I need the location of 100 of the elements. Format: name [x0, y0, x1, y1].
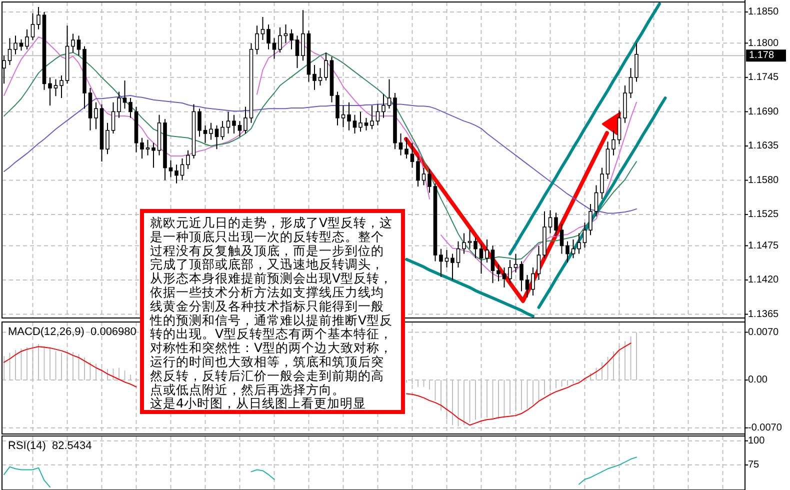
candlestick — [490, 245, 495, 284]
candlestick — [14, 35, 18, 55]
candlestick — [571, 238, 576, 259]
candlestick — [111, 102, 116, 134]
candlestick — [404, 137, 408, 159]
candlestick — [312, 64, 316, 90]
ref-line-label: 1.178 — [749, 50, 774, 62]
candlestick — [128, 97, 132, 118]
candlestick — [336, 91, 340, 126]
candlestick — [548, 210, 552, 234]
candlestick — [94, 102, 98, 130]
candlestick — [318, 68, 322, 86]
candlestick — [146, 139, 150, 156]
candlestick — [186, 150, 190, 170]
candlestick — [180, 158, 184, 181]
candlestick — [76, 35, 81, 56]
candlestick — [140, 137, 144, 159]
candlestick — [560, 223, 564, 254]
y-tick-label: 1.1420 — [748, 274, 780, 286]
y-tick-label: 1.1850 — [748, 6, 780, 18]
candlestick — [352, 114, 357, 134]
annotation: 这是4小时图，从日线图上看更加明显 — [150, 396, 366, 411]
candlestick — [60, 75, 64, 98]
candlestick — [456, 240, 460, 268]
candlestick — [462, 232, 466, 254]
candlestick — [220, 120, 224, 140]
candlestick — [410, 142, 414, 168]
candlestick — [347, 102, 351, 131]
candlestick — [514, 253, 518, 273]
candlestick — [106, 122, 110, 155]
candlestick — [566, 240, 570, 264]
candlestick — [255, 25, 259, 55]
candlestick — [272, 38, 276, 60]
candlestick — [209, 122, 213, 140]
candlestick — [364, 117, 368, 131]
y-tick-label: 1.1580 — [748, 174, 780, 186]
chart-title: MACD(12,26,9) 0.006980 — [8, 326, 136, 338]
candlestick — [634, 42, 638, 82]
y-tick-label: 100 — [748, 435, 766, 446]
candlestick — [376, 104, 380, 126]
candlestick — [358, 111, 362, 132]
candlestick — [122, 80, 127, 110]
candlestick — [54, 78, 58, 97]
candlestick — [531, 267, 535, 296]
candlestick — [600, 167, 604, 200]
y-tick-label: 1.1690 — [748, 106, 780, 118]
candlestick — [341, 104, 346, 128]
candlestick — [266, 24, 270, 50]
line-series — [508, 2, 661, 256]
y-tick-label: 1.1475 — [748, 240, 780, 252]
candlestick — [582, 222, 587, 248]
candlestick — [290, 28, 294, 50]
candlestick — [198, 108, 202, 138]
candlestick — [588, 203, 592, 236]
candlestick — [226, 111, 230, 134]
candlestick — [525, 274, 530, 298]
candlestick — [30, 12, 35, 41]
candlestick — [301, 10, 305, 62]
candlestick — [174, 164, 178, 184]
candlestick — [520, 260, 524, 292]
candlestick — [439, 248, 443, 278]
candlestick — [324, 52, 328, 82]
y-tick-label: 0.0070 — [748, 326, 780, 338]
candlestick — [36, 6, 40, 30]
chart-title: RSI(14) 82.5434 — [8, 440, 92, 452]
candlestick — [48, 76, 52, 106]
candlestick — [238, 120, 242, 138]
text: 就欧元近几日的走势，形成了V型反转，这是一种顶底只出现一次的反转型态。整个过程没有反复触及顶底，而是一步到位的完成了顶部或底部，又迅速地反转调头，从形态本身很难提前预测会出现V型反转，依据一些技术分析方法如支撑线压力线均线黄金分割及各种技术指标只能得到一般性的预测和信号，通常难以提前推断V型反转的出现。V型反转型态有两个基本特征，对称性和突然性：V型的两个边大致对称，运行的时间也大致相等，筑底和筑顶后突然反转，反转后汇价一般会走到前期的高点或低点附近，然后再选择方向。 — [150, 215, 393, 397]
candlestick — [428, 168, 432, 194]
candlestick — [485, 238, 489, 264]
candlestick — [387, 78, 392, 110]
candlestick — [502, 267, 506, 288]
line-series — [405, 258, 534, 318]
candlestick — [416, 156, 420, 187]
candlestick — [203, 124, 208, 144]
candlestick — [278, 27, 282, 53]
y-tick-label: 1.1525 — [748, 209, 780, 220]
y-tick-label: -0.0070 — [748, 422, 782, 434]
candlestick — [479, 243, 484, 274]
candlestick — [117, 91, 121, 118]
y-tick-label: 1.1800 — [748, 38, 780, 49]
candlestick — [25, 28, 29, 50]
candlestick — [370, 104, 374, 130]
candlestick — [8, 38, 12, 66]
y-tick-label: 0.00 — [748, 374, 768, 386]
candlestick — [577, 232, 581, 254]
y-tick-label: 1.1365 — [748, 308, 780, 320]
line-series — [4, 94, 637, 214]
candlestick — [474, 237, 478, 259]
candlestick — [260, 16, 265, 41]
y-tick-label: 75 — [748, 460, 760, 471]
candlestick — [496, 264, 500, 282]
candlestick — [71, 33, 75, 53]
candlestick — [450, 253, 454, 280]
candlestick — [554, 212, 558, 237]
candlestick — [168, 160, 173, 178]
candlestick — [295, 35, 300, 69]
y-tick-label: 1.1745 — [748, 72, 780, 84]
candlestick — [468, 230, 472, 250]
candlestick — [508, 260, 512, 284]
